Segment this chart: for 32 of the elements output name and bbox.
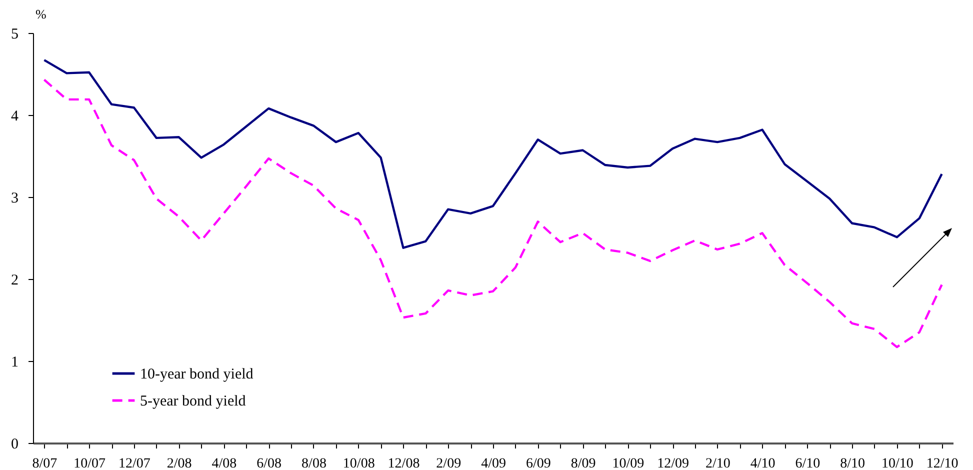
x-tick-label: 12/08: [388, 456, 420, 470]
x-tick-label: 8/07: [32, 456, 58, 470]
x-tick-label: 6/08: [256, 456, 282, 470]
y-tick-label: 0: [11, 436, 18, 452]
x-tick-label: 10/07: [74, 456, 106, 470]
legend-label: 5-year bond yield: [140, 394, 246, 410]
y-tick-label: 2: [11, 272, 18, 288]
y-tick-label: 5: [11, 26, 18, 42]
y-tick-label: 4: [11, 108, 19, 124]
line-series: [43, 78, 943, 348]
x-tick-label: 8/08: [302, 456, 326, 470]
y-tick-label: 1: [11, 354, 18, 370]
x-tick-label: 4/10: [750, 456, 776, 470]
y-tick-label: 3: [11, 190, 18, 206]
x-tick-label: 2/10: [705, 456, 730, 470]
x-tick-label: 12/10: [926, 456, 958, 470]
x-tick-label: 4/09: [481, 456, 506, 470]
line-series: [43, 58, 943, 249]
x-tick-label: 10/10: [881, 456, 914, 470]
x-tick-label: 10/09: [612, 456, 644, 470]
x-tick-label: 12/07: [118, 456, 150, 470]
x-tick-label: 10/08: [342, 456, 375, 470]
x-tick-label: 12/09: [657, 456, 689, 470]
x-tick-label: 2/09: [436, 456, 462, 470]
x-tick-label: 6/09: [526, 456, 551, 470]
y-axis-title: %: [36, 6, 46, 22]
x-tick-label: 6/10: [795, 456, 820, 470]
x-tick-label: 8/09: [570, 456, 596, 470]
legend-label: 10-year bond yield: [140, 366, 254, 382]
x-tick-label: 2/08: [166, 456, 192, 470]
x-tick-label: 8/10: [840, 456, 865, 470]
x-tick-label: 4/08: [212, 456, 237, 470]
